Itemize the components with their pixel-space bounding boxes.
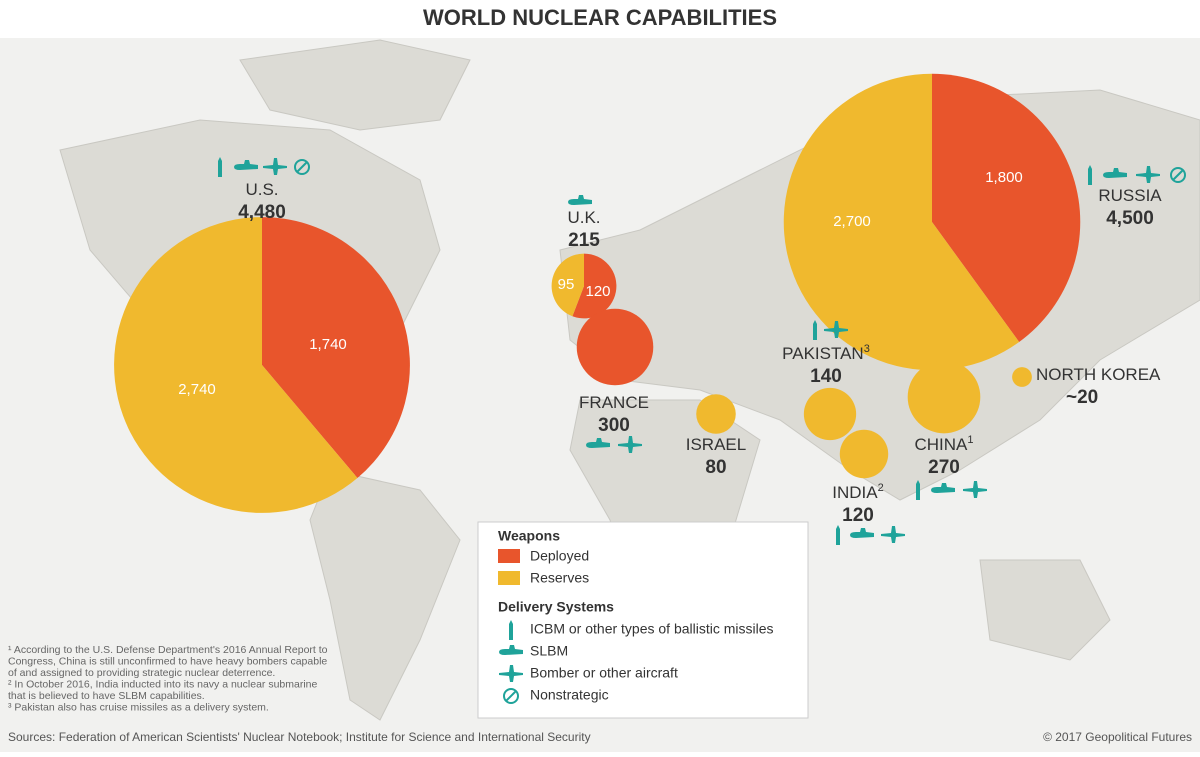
nonstrategic-icon xyxy=(294,159,310,175)
country-name-text: RUSSIA xyxy=(1098,186,1162,205)
country-name-text: PAKISTAN xyxy=(782,344,864,363)
weapons-circle xyxy=(696,394,736,434)
country-name: PAKISTAN3 xyxy=(782,343,870,364)
country-total: 270 xyxy=(928,457,960,478)
footnote-marker: 3 xyxy=(864,343,870,355)
bomber-icon xyxy=(824,321,848,338)
legend-item: ICBM or other types of ballistic missile… xyxy=(530,621,774,637)
country-total: 215 xyxy=(568,230,600,251)
country-name: ISRAEL xyxy=(686,435,746,454)
title: WORLD NUCLEAR CAPABILITIES xyxy=(423,5,777,30)
country-total: 120 xyxy=(842,505,874,526)
country-name: U.K. xyxy=(567,208,600,227)
icbm-icon xyxy=(916,480,920,500)
legend-item: Deployed xyxy=(530,548,589,564)
icbm-icon xyxy=(813,320,817,340)
reserves-label: 2,740 xyxy=(178,381,216,398)
slbm-icon xyxy=(1103,168,1127,178)
legend: Weapons Deployed Reserves Delivery Systems I… xyxy=(477,521,809,719)
country-name-text: FRANCE xyxy=(579,393,649,412)
deployed-slice xyxy=(262,217,410,479)
slbm-icon xyxy=(586,438,610,448)
bomber-icon xyxy=(963,481,987,498)
country-name-text: INDIA xyxy=(832,483,878,502)
deployed-label: 1,800 xyxy=(985,169,1023,186)
legend-swatch xyxy=(498,549,520,563)
weapons-circle xyxy=(839,429,889,479)
country-total: 300 xyxy=(598,415,630,436)
deployed-slice xyxy=(572,253,617,319)
weapons-circle xyxy=(1012,367,1032,387)
bomber-icon xyxy=(499,665,523,682)
footnote: ³ Pakistan also has cruise missiles as a… xyxy=(8,701,269,713)
slbm-icon xyxy=(931,483,955,493)
reserves-slice xyxy=(783,73,1020,371)
nonstrategic-icon xyxy=(505,690,517,702)
legend-title: Weapons xyxy=(498,528,560,544)
reserves-label: 2,700 xyxy=(833,213,871,230)
footnote: that is believed to have SLBM capabiliti… xyxy=(8,690,205,702)
country-total: 4,500 xyxy=(1106,208,1154,229)
icbm-icon xyxy=(1088,165,1092,185)
nonstrategic-icon xyxy=(503,688,519,704)
legend-item: Bomber or other aircraft xyxy=(530,665,678,681)
slbm-icon xyxy=(234,160,258,170)
deployed-label: 120 xyxy=(585,283,610,300)
legend-item: SLBM xyxy=(530,643,568,659)
icbm-icon xyxy=(218,157,222,177)
country-name: RUSSIA xyxy=(1098,186,1162,205)
slbm-icon xyxy=(568,195,592,205)
footnote: ¹ According to the U.S. Defense Departme… xyxy=(8,644,328,656)
reserves-slice xyxy=(114,217,358,513)
bomber-icon xyxy=(1136,166,1160,183)
footnote: of and assigned to providing strategic n… xyxy=(8,667,275,679)
legend-title: Delivery Systems xyxy=(498,599,614,615)
footnote: ² In October 2016, India inducted into i… xyxy=(8,678,318,690)
country-total: 140 xyxy=(810,366,842,387)
deployed-slice xyxy=(932,73,1081,342)
reserves-slice xyxy=(551,253,584,317)
country-total: ~20 xyxy=(1066,387,1098,408)
country-total: 80 xyxy=(705,457,726,478)
weapons-circle xyxy=(907,360,981,434)
country-name-text: CHINA xyxy=(914,435,968,454)
sources: Sources: Federation of American Scientis… xyxy=(8,730,591,744)
country-name: U.S. xyxy=(245,180,278,199)
country-name: CHINA1 xyxy=(914,434,973,455)
weapons-circle xyxy=(576,308,654,386)
bomber-icon xyxy=(881,526,905,543)
country-name: NORTH KOREA xyxy=(1036,365,1161,384)
icbm-icon xyxy=(509,620,513,640)
reserves-label: 95 xyxy=(558,276,575,293)
country-name: FRANCE xyxy=(579,393,649,412)
footnote: Congress, China is still unconfirmed to … xyxy=(8,655,327,667)
country-name: INDIA2 xyxy=(832,482,883,503)
slbm-icon xyxy=(499,645,523,655)
country-name-text: NORTH KOREA xyxy=(1036,365,1161,384)
country-name-text: U.K. xyxy=(567,208,600,227)
legend-box xyxy=(477,521,809,719)
bomber-icon xyxy=(263,158,287,175)
legend-swatch xyxy=(498,571,520,585)
weapons-circle xyxy=(803,387,857,441)
icbm-icon xyxy=(836,525,840,545)
slbm-icon xyxy=(850,528,874,538)
footnote-marker: 1 xyxy=(967,434,973,446)
bomber-icon xyxy=(618,436,642,453)
footnote-marker: 2 xyxy=(878,482,884,494)
country-name-text: U.S. xyxy=(245,180,278,199)
nonstrategic-icon xyxy=(296,161,308,173)
country-total: 4,480 xyxy=(238,202,286,223)
legend-item: Nonstrategic xyxy=(530,687,609,703)
country-name-text: ISRAEL xyxy=(686,435,746,454)
copyright: © 2017 Geopolitical Futures xyxy=(1043,730,1192,744)
legend-item: Reserves xyxy=(530,570,589,586)
nonstrategic-icon xyxy=(1172,169,1184,181)
nonstrategic-icon xyxy=(1170,167,1186,183)
deployed-label: 1,740 xyxy=(309,336,347,353)
